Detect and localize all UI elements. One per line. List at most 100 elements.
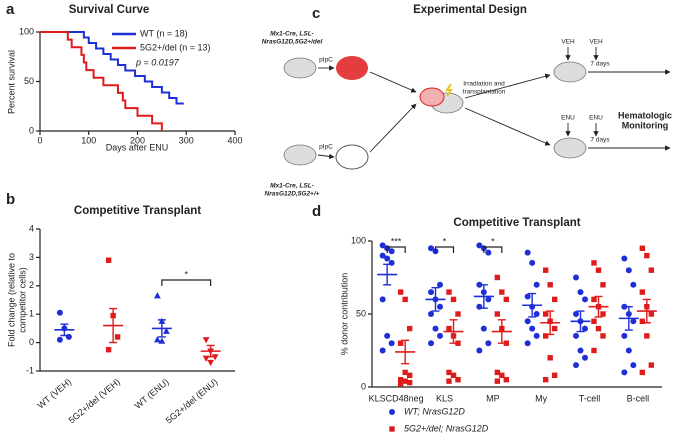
point: [524, 249, 531, 256]
treatment-label: pIpC: [319, 57, 333, 64]
monitoring-label: Monitoring: [622, 120, 669, 130]
point: [406, 372, 413, 379]
mouse: [283, 144, 317, 166]
point: [389, 426, 395, 432]
transplant-label: transplantation: [463, 89, 506, 96]
point: [591, 296, 597, 303]
point: [591, 318, 597, 324]
point: [648, 311, 655, 317]
error-bar: [594, 295, 603, 318]
chart-title: Competitive Transplant: [453, 217, 580, 229]
y-tick-label: 50: [356, 308, 366, 318]
point: [595, 325, 602, 332]
point: [600, 282, 606, 288]
point: [446, 378, 452, 384]
x-tick-label: T-cell: [579, 393, 601, 403]
x-tick-label: B-cell: [627, 393, 650, 403]
y-tick-label: 100: [19, 26, 34, 36]
point: [485, 296, 492, 303]
arm-label: 7 days: [590, 137, 610, 144]
donor-label: NrasG12D,5G2+/+: [265, 191, 320, 198]
panel-letter: c: [312, 5, 320, 22]
point: [639, 318, 646, 324]
arm-label: ENU: [561, 115, 575, 122]
y-tick-label: 50: [24, 76, 34, 86]
point: [644, 252, 650, 259]
error-bar: [206, 344, 215, 358]
point: [389, 409, 395, 415]
arrows: [317, 47, 671, 160]
transplant-label: Irradiation and: [463, 81, 505, 88]
y-tick-label: 100: [351, 235, 366, 245]
arrow: [317, 153, 335, 160]
point: [485, 340, 492, 347]
point: [476, 242, 483, 249]
point: [211, 354, 219, 361]
error-bar: [401, 339, 410, 365]
x-axis-label: Days after ENU: [106, 142, 169, 152]
y-tick-label: 0: [361, 381, 366, 391]
point: [542, 377, 549, 383]
point: [621, 303, 628, 310]
point: [582, 325, 588, 332]
x-tick-label: 200: [130, 135, 145, 145]
y-axis-label: Percent survival: [6, 50, 16, 114]
point: [494, 369, 501, 376]
point: [582, 296, 588, 303]
point: [573, 311, 579, 317]
point: [533, 311, 540, 317]
point: [591, 347, 597, 354]
y-tick-label: -1: [26, 365, 34, 375]
x-tick-label: 5G2+/del (VEH): [67, 377, 122, 426]
point: [153, 336, 161, 343]
point: [621, 255, 628, 262]
point: [428, 311, 434, 317]
point: [494, 274, 501, 281]
arm-label: VEH: [589, 39, 603, 46]
point: [446, 325, 452, 332]
significance-bracket: [434, 246, 455, 253]
point: [600, 333, 606, 339]
x-tick-label: MP: [486, 393, 500, 403]
point: [379, 242, 386, 249]
y-tick-label: 4: [29, 223, 34, 233]
x-tick-label: 5G2+/del (ENU): [164, 377, 220, 426]
point: [402, 369, 408, 376]
point: [644, 333, 650, 339]
x-tick-label: My: [535, 393, 547, 403]
point: [455, 340, 461, 346]
mouse: [283, 57, 317, 79]
point: [499, 372, 505, 379]
point: [630, 362, 637, 369]
point: [542, 311, 549, 317]
point: [503, 377, 510, 383]
point: [455, 377, 461, 383]
point: [153, 292, 161, 299]
significance-label: ***: [391, 236, 402, 246]
y-axis-label: Fold change (relative to: [6, 253, 16, 347]
error-bar: [109, 307, 118, 344]
point: [499, 289, 505, 295]
point: [480, 325, 487, 332]
point: [524, 318, 531, 325]
legend-label: WT; NrasG12D: [404, 406, 465, 416]
y-tick-label: 1: [29, 309, 34, 319]
point: [397, 340, 404, 346]
arm-label: 7 days: [590, 61, 610, 68]
point: [639, 289, 646, 295]
y-tick-label: 3: [29, 252, 34, 262]
survival-line: [40, 31, 163, 131]
error-bar: [497, 319, 506, 344]
point: [630, 281, 637, 288]
point: [476, 347, 483, 354]
point: [630, 318, 637, 325]
survival-line: [40, 31, 184, 105]
mice: [283, 57, 587, 166]
point: [542, 267, 549, 273]
point: [406, 325, 413, 332]
arrow: [369, 103, 417, 153]
panel-letter: d: [312, 203, 321, 220]
point: [446, 369, 452, 376]
error-bar: [383, 263, 392, 286]
